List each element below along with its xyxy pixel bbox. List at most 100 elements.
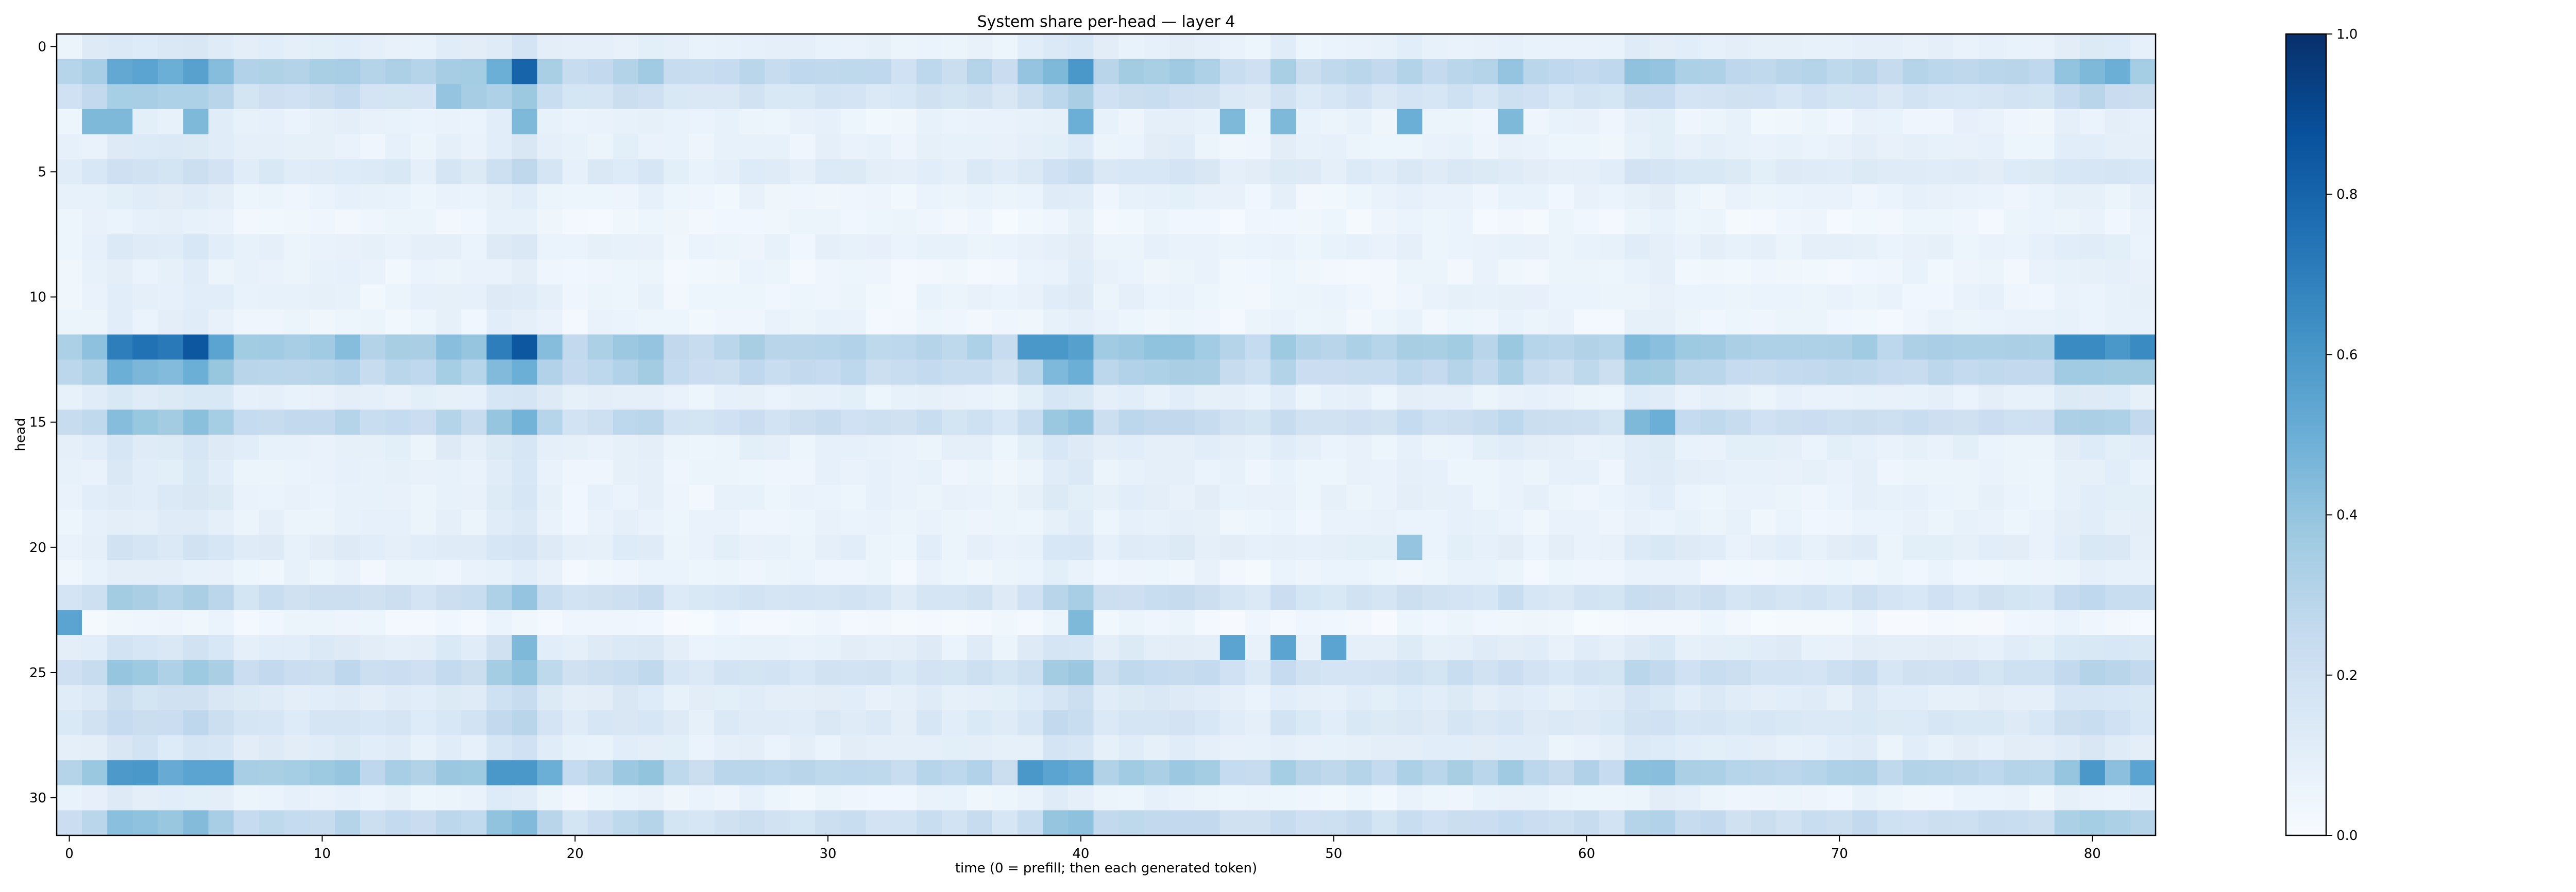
heatmap-cell — [1194, 334, 1221, 360]
heatmap-cell — [57, 134, 82, 160]
heatmap-cell — [1700, 509, 1726, 536]
heatmap-cell — [967, 435, 993, 460]
heatmap-cell — [1346, 585, 1372, 610]
heatmap-cell — [1371, 134, 1398, 160]
heatmap-cell — [1776, 459, 1802, 485]
heatmap-cell — [334, 560, 361, 586]
heatmap-cell — [2105, 485, 2131, 510]
heatmap-cell — [739, 610, 765, 636]
heatmap-cell — [1928, 134, 1954, 160]
heatmap-cell — [208, 134, 234, 160]
heatmap-cell — [1928, 384, 1954, 410]
heatmap-cell — [866, 660, 892, 685]
heatmap-cell — [1093, 34, 1120, 60]
heatmap-cell — [309, 409, 335, 435]
heatmap-cell — [1928, 560, 1954, 586]
heatmap-cell — [562, 409, 588, 435]
heatmap-cell — [132, 760, 158, 786]
heatmap-cell — [1472, 284, 1499, 310]
heatmap-cell — [2054, 485, 2080, 510]
heatmap-cell — [689, 535, 715, 560]
heatmap-cell — [916, 84, 942, 110]
heatmap-cell — [1270, 635, 1296, 661]
heatmap-cell — [2130, 34, 2156, 60]
heatmap-cell — [916, 610, 942, 636]
heatmap-cell — [941, 184, 968, 210]
heatmap-cell — [714, 685, 740, 711]
heatmap-cell — [1219, 409, 1246, 435]
heatmap-cell — [891, 384, 917, 410]
heatmap-cell — [1346, 760, 1372, 786]
heatmap-cell — [1675, 84, 1701, 110]
heatmap-cell — [840, 309, 867, 335]
heatmap-cell — [57, 810, 82, 836]
heatmap-cell — [1068, 810, 1094, 836]
heatmap-cell — [2029, 459, 2055, 485]
heatmap-cell — [284, 284, 310, 310]
heatmap-cell — [208, 184, 234, 210]
heatmap-cell — [309, 509, 335, 536]
heatmap-cell — [1245, 735, 1271, 761]
heatmap-cell — [1574, 234, 1600, 260]
heatmap-cell — [1903, 134, 1928, 160]
heatmap-cell — [1801, 785, 1827, 811]
heatmap-cell — [1093, 209, 1120, 235]
heatmap-cell — [664, 635, 689, 661]
heatmap-cell — [1599, 84, 1625, 110]
heatmap-cell — [309, 184, 335, 210]
heatmap-cell — [1700, 384, 1726, 410]
heatmap-cell — [1574, 635, 1600, 661]
heatmap-cell — [790, 509, 816, 536]
heatmap-cell — [183, 234, 209, 260]
heatmap-cell — [613, 84, 639, 110]
heatmap-cell — [1422, 610, 1448, 636]
heatmap-cell — [714, 459, 740, 485]
heatmap-cell — [1245, 459, 1271, 485]
heatmap-cell — [613, 435, 639, 460]
heatmap-cell — [2130, 760, 2156, 786]
heatmap-cell — [512, 34, 538, 60]
heatmap-cell — [233, 109, 260, 135]
heatmap-cell — [739, 685, 765, 711]
heatmap-cell — [512, 159, 538, 185]
heatmap-cell — [1624, 485, 1650, 510]
heatmap-cell — [1700, 459, 1726, 485]
heatmap-cell — [1498, 485, 1524, 510]
heatmap-cell — [638, 134, 664, 160]
heatmap-cell — [1397, 59, 1423, 84]
heatmap-cell — [107, 384, 133, 410]
heatmap-cell — [183, 184, 209, 210]
heatmap-cell — [1725, 134, 1752, 160]
heatmap-cell — [360, 134, 386, 160]
heatmap-cell — [2054, 409, 2080, 435]
heatmap-cell — [1346, 159, 1372, 185]
heatmap-cell — [461, 585, 487, 610]
heatmap-cell — [2029, 159, 2055, 185]
heatmap-cell — [587, 710, 614, 736]
heatmap-cell — [1498, 334, 1524, 360]
heatmap-cell — [2004, 585, 2030, 610]
heatmap-cell — [765, 134, 791, 160]
heatmap-cell — [992, 159, 1018, 185]
heatmap-cell — [132, 159, 158, 185]
heatmap-cell — [1903, 535, 1928, 560]
heatmap-cell — [436, 760, 462, 786]
heatmap-cell — [1953, 359, 1979, 385]
heatmap-cell — [385, 459, 411, 485]
heatmap-cell — [638, 685, 664, 711]
heatmap-cell — [1245, 184, 1271, 210]
heatmap-cell — [436, 234, 462, 260]
heatmap-cell — [1928, 760, 1954, 786]
heatmap-cell — [132, 710, 158, 736]
heatmap-cell — [689, 435, 715, 460]
heatmap-cell — [1144, 359, 1170, 385]
heatmap-cell — [1194, 109, 1221, 135]
heatmap-cell — [587, 109, 614, 135]
heatmap-cell — [1624, 34, 1650, 60]
heatmap-cell — [1371, 735, 1398, 761]
heatmap-cell — [2079, 159, 2106, 185]
heatmap-cell — [1194, 384, 1221, 410]
heatmap-cell — [613, 685, 639, 711]
heatmap-cell — [233, 635, 260, 661]
heatmap-cell — [840, 685, 867, 711]
